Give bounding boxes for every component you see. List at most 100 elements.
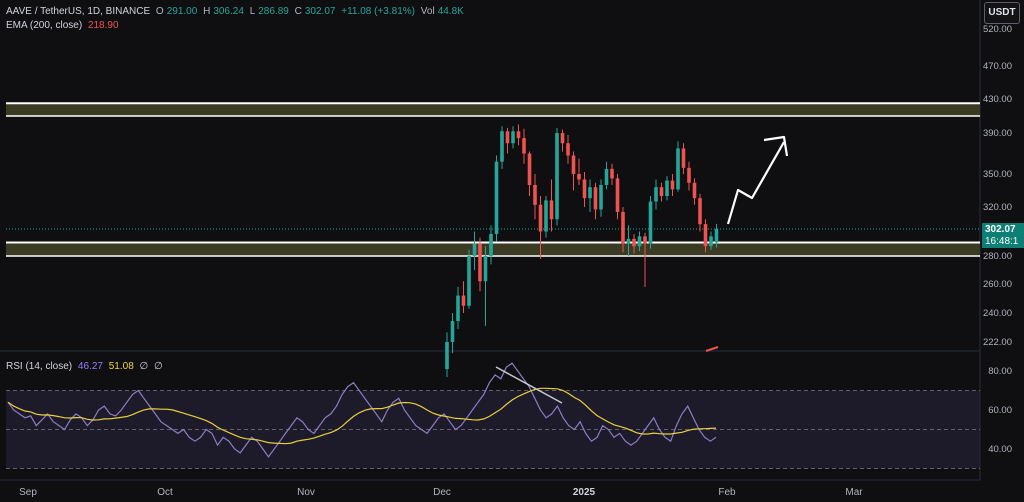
time-axis-label: Feb xyxy=(718,487,736,498)
support-resistance-zone xyxy=(6,103,980,116)
rsi-value: 46.27 xyxy=(77,361,103,372)
candle-body xyxy=(527,153,532,185)
time-axis-label: Oct xyxy=(157,487,173,498)
candle-body xyxy=(533,185,537,205)
time-axis-label: Nov xyxy=(297,487,315,498)
candle-body xyxy=(489,233,493,256)
currency-button[interactable]: USDT xyxy=(984,2,1020,24)
candle-body xyxy=(698,198,702,225)
price-axis-tick: 470.00 xyxy=(983,61,1012,72)
rsi-line xyxy=(7,362,717,458)
candle-body xyxy=(445,342,449,370)
candle-body xyxy=(593,187,598,210)
rsi-ma-line xyxy=(7,387,717,445)
candle-body xyxy=(687,167,691,183)
candle-body xyxy=(582,179,587,199)
candle-body xyxy=(511,131,515,144)
rsi-axis-tick: 40.00 xyxy=(988,444,1012,455)
rsi-legend[interactable]: RSI (14, close) 46.27 51.08 ∅ ∅ xyxy=(6,360,166,373)
ohlc-legend: AAVE / TetherUS, 1D, BINANCE O 291.00 H 30… xyxy=(6,5,467,18)
low-label: L xyxy=(249,6,256,17)
price-axis-tick: 320.00 xyxy=(983,202,1012,213)
rsi-ma-value: 51.08 xyxy=(108,361,134,372)
close-label: C xyxy=(294,6,302,17)
candle-body xyxy=(681,148,686,168)
ema-legend[interactable]: EMA (200, close) 218.90 xyxy=(6,19,122,32)
candle-body xyxy=(654,187,658,202)
candle-body xyxy=(544,200,548,232)
candle-body xyxy=(478,243,482,282)
price-axis-tick: 280.00 xyxy=(983,251,1012,262)
countdown-tag: 16:48:1 xyxy=(982,236,1024,248)
time-axis-label: Dec xyxy=(433,487,451,498)
price-axis-tick: 430.00 xyxy=(983,94,1012,105)
candle-body xyxy=(450,321,455,342)
high-label: H xyxy=(203,6,211,17)
candle-body xyxy=(599,185,603,210)
candle-body xyxy=(621,211,625,244)
vol-label: Vol xyxy=(420,6,435,17)
symbol-label[interactable]: AAVE / TetherUS, 1D, BINANCE xyxy=(6,6,151,17)
candle-body xyxy=(670,180,675,190)
price-axis-tick: 350.00 xyxy=(983,169,1012,180)
time-axis-label: Mar xyxy=(845,487,863,498)
candle-body xyxy=(626,238,631,244)
candle-body xyxy=(461,295,466,306)
time-axis-label: Sep xyxy=(19,487,37,498)
open-value: 291.00 xyxy=(166,6,198,17)
candle-body xyxy=(566,143,570,156)
rsi-axis-tick: 60.00 xyxy=(988,405,1012,416)
low-value: 286.89 xyxy=(258,6,289,17)
candle-body xyxy=(709,236,713,247)
ema-value: 218.90 xyxy=(87,20,119,31)
candle-body xyxy=(632,238,636,247)
candle-body xyxy=(610,168,614,179)
candle-body xyxy=(588,187,592,199)
candle-body xyxy=(560,133,565,144)
candle-body xyxy=(538,204,543,232)
candle-body xyxy=(500,131,504,162)
candle-body xyxy=(648,201,653,244)
price-axis-tick: 240.00 xyxy=(983,308,1012,319)
candle-body xyxy=(659,187,664,196)
close-value: 302.07 xyxy=(304,6,336,17)
candle-body xyxy=(604,168,609,185)
candle-body xyxy=(615,178,620,212)
high-value: 306.24 xyxy=(213,6,244,17)
vol-value: 44.8K xyxy=(437,6,464,17)
candle-body xyxy=(571,155,576,174)
price-axis-tick: 222.00 xyxy=(983,337,1012,348)
candle-body xyxy=(703,224,708,247)
rsi-extra-1: ∅ xyxy=(139,361,149,372)
candle-body xyxy=(549,200,554,220)
price-axis-tick: 390.00 xyxy=(983,128,1012,139)
candle-body xyxy=(692,182,697,199)
candle-body xyxy=(643,236,647,244)
candle-body xyxy=(505,131,510,144)
change-value: +11.08 (+3.81%) xyxy=(341,6,415,17)
candle-body xyxy=(676,148,680,190)
candle-body xyxy=(494,161,499,234)
candle-body xyxy=(714,228,719,243)
candle-body xyxy=(516,131,521,139)
last-price-tag: 302.07 xyxy=(982,223,1024,236)
price-axis-tick: 520.00 xyxy=(983,24,1012,35)
open-label: O xyxy=(155,6,164,17)
candle-body xyxy=(522,138,526,154)
divergence-line xyxy=(495,366,563,404)
candle-body xyxy=(456,295,460,322)
candle-body xyxy=(577,174,581,180)
projection-arrow xyxy=(726,141,785,225)
time-axis-label: 2025 xyxy=(573,487,596,498)
projection-arrow-head xyxy=(763,135,789,157)
candle-body xyxy=(483,256,488,282)
rsi-label: RSI (14, close) xyxy=(6,361,73,372)
rsi-extra-2: ∅ xyxy=(154,361,163,372)
price-axis-tick: 260.00 xyxy=(983,279,1012,290)
candle-body xyxy=(637,236,642,247)
ema-line xyxy=(705,346,719,352)
candle-body xyxy=(472,243,477,256)
support-resistance-zone xyxy=(6,242,980,256)
candle-body xyxy=(665,180,669,196)
